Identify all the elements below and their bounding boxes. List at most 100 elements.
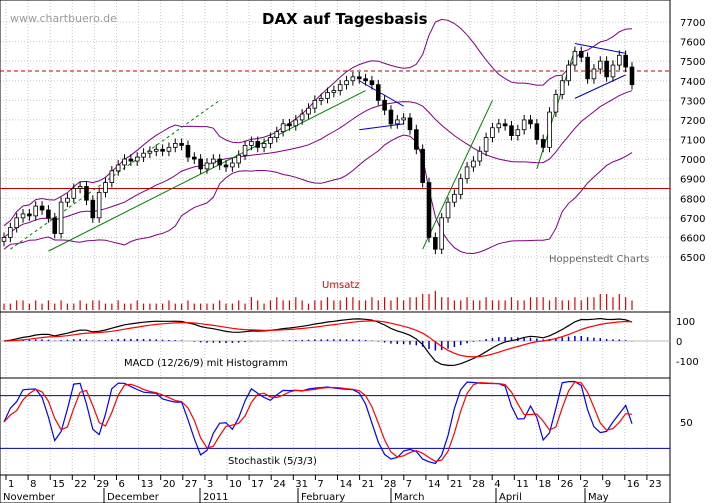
month-label: November [3,492,56,503]
candle-body [160,148,165,152]
price-tick-label: 7500 [680,57,705,68]
candle-body [420,148,425,183]
candle-body [477,150,483,162]
price-tick-label: 6700 [680,214,705,225]
candle-body [540,139,546,148]
candle-body [597,60,603,70]
candle-body [192,156,197,160]
date-tick-label: 11 [516,479,529,490]
macd-signal-line [3,320,633,358]
candle-body [217,158,222,166]
candle-body [318,97,324,101]
candle-body [147,150,153,154]
candle-body [122,158,127,166]
date-tick-label: 29 [96,479,109,490]
candle-body [629,66,635,86]
date-tick-label: 1 [8,479,14,490]
candle-body [452,193,457,203]
candle-body [369,80,375,86]
date-tick-label: 2 [583,479,589,490]
price-tick-label: 7200 [680,116,705,127]
date-tick-label: 7 [406,479,412,490]
candle-body [350,76,356,82]
candle-body [280,123,286,133]
candle-body [268,137,273,144]
candle-body [388,109,394,125]
candle-body [71,188,77,199]
candle-body [344,80,349,86]
candle-body [115,164,121,172]
macd-line [3,317,633,367]
candle-body [401,117,406,121]
candle-body [90,199,96,219]
candle-body [52,217,58,234]
date-tick-label: 18 [538,479,551,490]
candle-body [172,143,178,148]
price-tick-label: 6600 [680,233,705,244]
candle-body [458,178,464,195]
candle-body [471,160,476,168]
candle-body [490,127,495,138]
candle-body [426,182,432,238]
candle-body [547,111,552,148]
candle-body [33,205,39,217]
candle-body [382,99,387,111]
volume-title: Umsatz [322,280,360,291]
candle-body [96,191,102,219]
source-label: Hoppenstedt Charts [549,254,649,265]
macd-title: MACD (12/26/9) mit Histogramm [124,358,288,369]
candle-body [566,64,571,82]
price-tick-label: 6800 [680,194,705,205]
candle-body [439,217,444,250]
candle-body [414,129,419,150]
candle-body [578,50,584,58]
candle-body [433,237,438,250]
candle-body [1,237,7,242]
candle-body [198,158,203,170]
candle-body [204,162,210,170]
candle-body [109,170,115,183]
date-tick-label: 14 [340,479,353,490]
date-tick-label: 13 [141,479,154,490]
date-tick-label: 26 [561,479,574,490]
candle-body [103,182,108,193]
date-tick-label: 3 [207,479,213,490]
candle-body [534,123,540,140]
watermark: www.chartbuero.de [10,12,117,25]
trend-recovery [422,100,493,250]
date-tick-label: 20 [163,479,176,490]
candle-body [274,131,280,138]
stoch-axis: 50 [680,418,693,429]
date-tick-label: 8 [30,479,36,490]
candle-body [356,76,362,80]
candle-body [77,186,83,189]
candle-body [46,209,51,219]
triangle-upper [574,43,626,54]
candle-body [8,227,13,238]
date-tick-label: 22 [74,479,87,490]
stoch-k-line [3,380,633,465]
stoch-title: Stochastik (5/3/3) [228,456,317,467]
candle-body [223,164,229,168]
gridlines [0,0,670,475]
candle-body [363,78,368,82]
price-tick-label: 6500 [680,253,705,264]
candle-body [242,144,248,156]
candle-body [528,119,533,125]
candle-body [84,186,89,201]
price-tick-label: 7300 [680,96,705,107]
date-tick-label: 28 [472,479,485,490]
candle-body [502,123,508,127]
macd-tick-label: -100 [676,357,699,368]
candle-body [287,123,292,127]
candle-body [407,117,413,131]
flag-lower [359,123,404,131]
candle-body [604,60,609,78]
date-tick-label: 4 [494,479,500,490]
candle-body [331,90,337,93]
bollinger-lower [3,134,633,255]
candle-body [255,141,261,148]
date-tick-label: 7 [317,479,323,490]
macd-axis: 100 0 -100 [676,317,699,368]
